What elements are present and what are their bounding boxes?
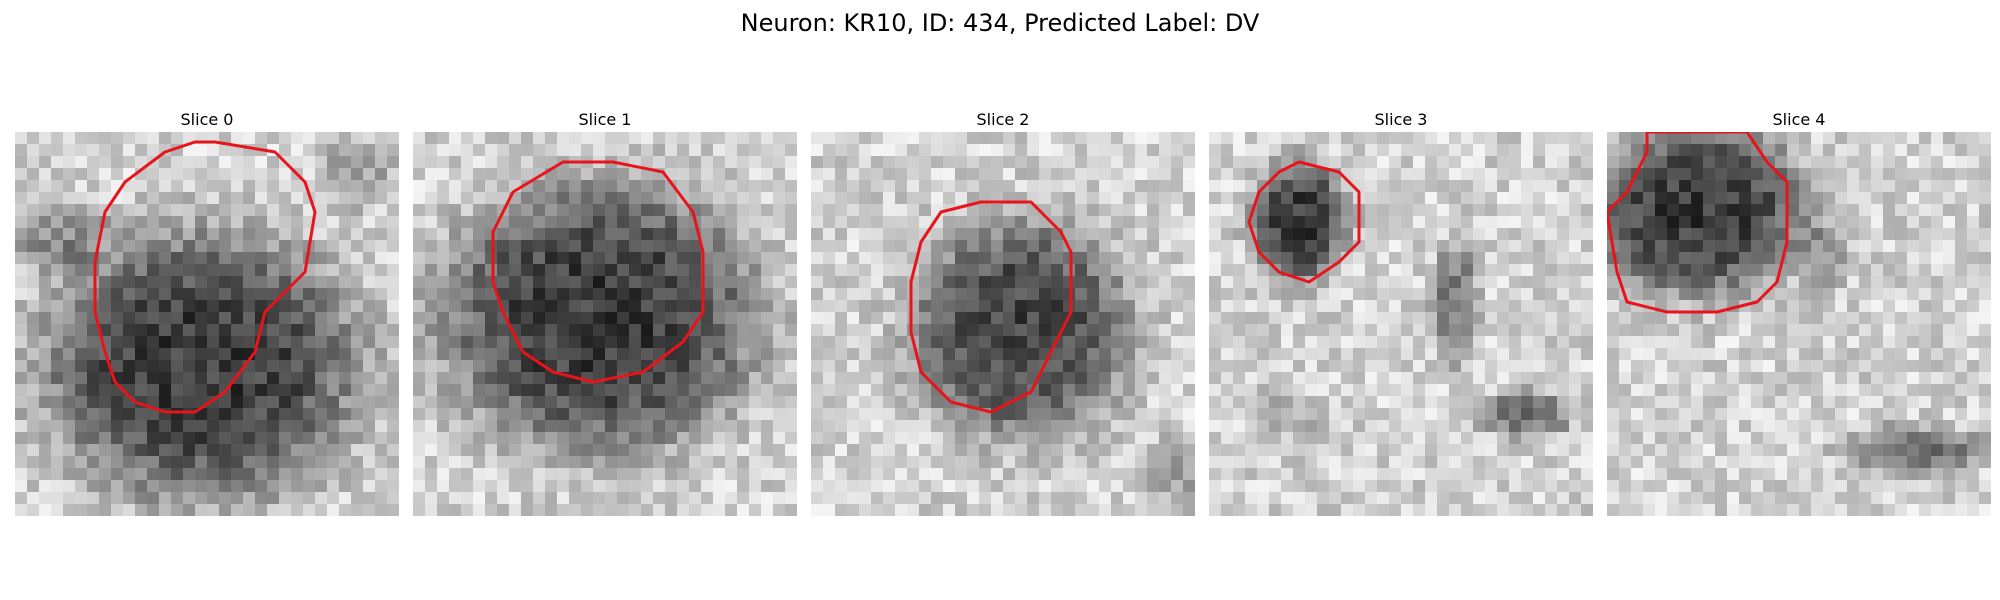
segmentation-contour — [491, 160, 705, 384]
slice-title: Slice 0 — [180, 110, 234, 129]
slice-panel-0: Slice 0 — [15, 108, 399, 516]
slice-title: Slice 3 — [1374, 110, 1428, 129]
segmentation-contour — [1607, 132, 1789, 314]
slice-panel-3: Slice 3 — [1209, 108, 1593, 516]
slice-image — [413, 132, 797, 516]
slice-panel-4: Slice 4 — [1607, 108, 1991, 516]
slice-image — [811, 132, 1195, 516]
segmentation-contour — [1247, 160, 1361, 284]
segmentation-contour — [93, 140, 317, 414]
slice-image — [15, 132, 399, 516]
figure-title: Neuron: KR10, ID: 434, Predicted Label: … — [740, 9, 1260, 37]
segmentation-contour — [909, 200, 1073, 414]
slice-title: Slice 4 — [1772, 110, 1826, 129]
slice-image — [1209, 132, 1593, 516]
slice-panel-1: Slice 1 — [413, 108, 797, 516]
slice-panel-2: Slice 2 — [811, 108, 1195, 516]
slice-image — [1607, 132, 1991, 516]
slice-title: Slice 1 — [578, 110, 632, 129]
slice-title: Slice 2 — [976, 110, 1030, 129]
